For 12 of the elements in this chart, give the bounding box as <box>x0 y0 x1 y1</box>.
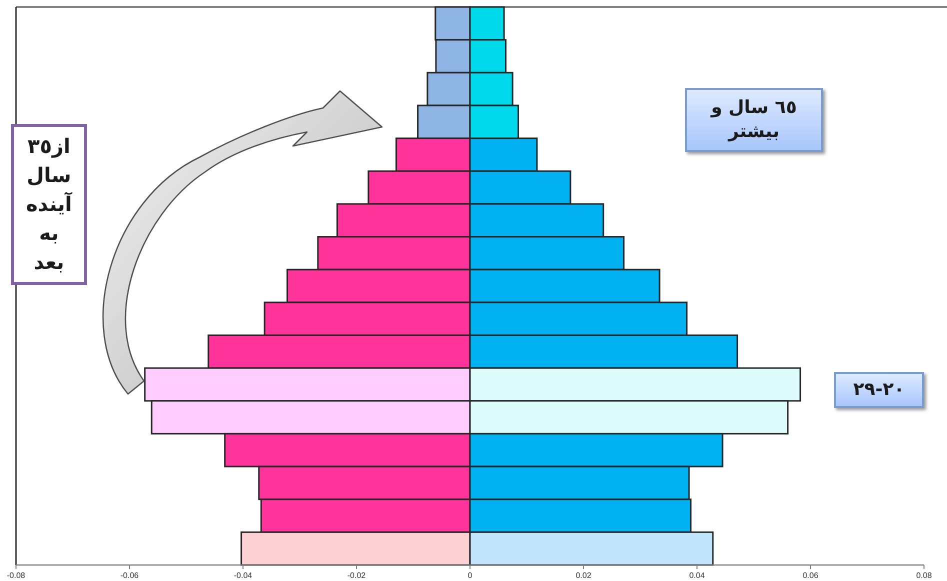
x-tick-label: 0.08 <box>916 571 932 580</box>
x-tick-label: 0.02 <box>576 571 592 580</box>
x-tick-label: -0.06 <box>120 571 140 580</box>
x-tick-label: -0.08 <box>6 571 26 580</box>
x-tick-label: 0 <box>468 571 473 580</box>
x-tick-label: 0.06 <box>802 571 819 580</box>
x-tick-label: -0.04 <box>234 571 253 580</box>
annotation: ٦٥ سال و بیشتر <box>685 88 823 152</box>
annotation: ٢٠-٢٩ <box>834 372 924 408</box>
annotation: از٣٥ سال آینده به بعد <box>11 124 87 285</box>
x-tick-label: -0.02 <box>347 571 366 580</box>
x-tick-label: 0.04 <box>689 571 706 580</box>
